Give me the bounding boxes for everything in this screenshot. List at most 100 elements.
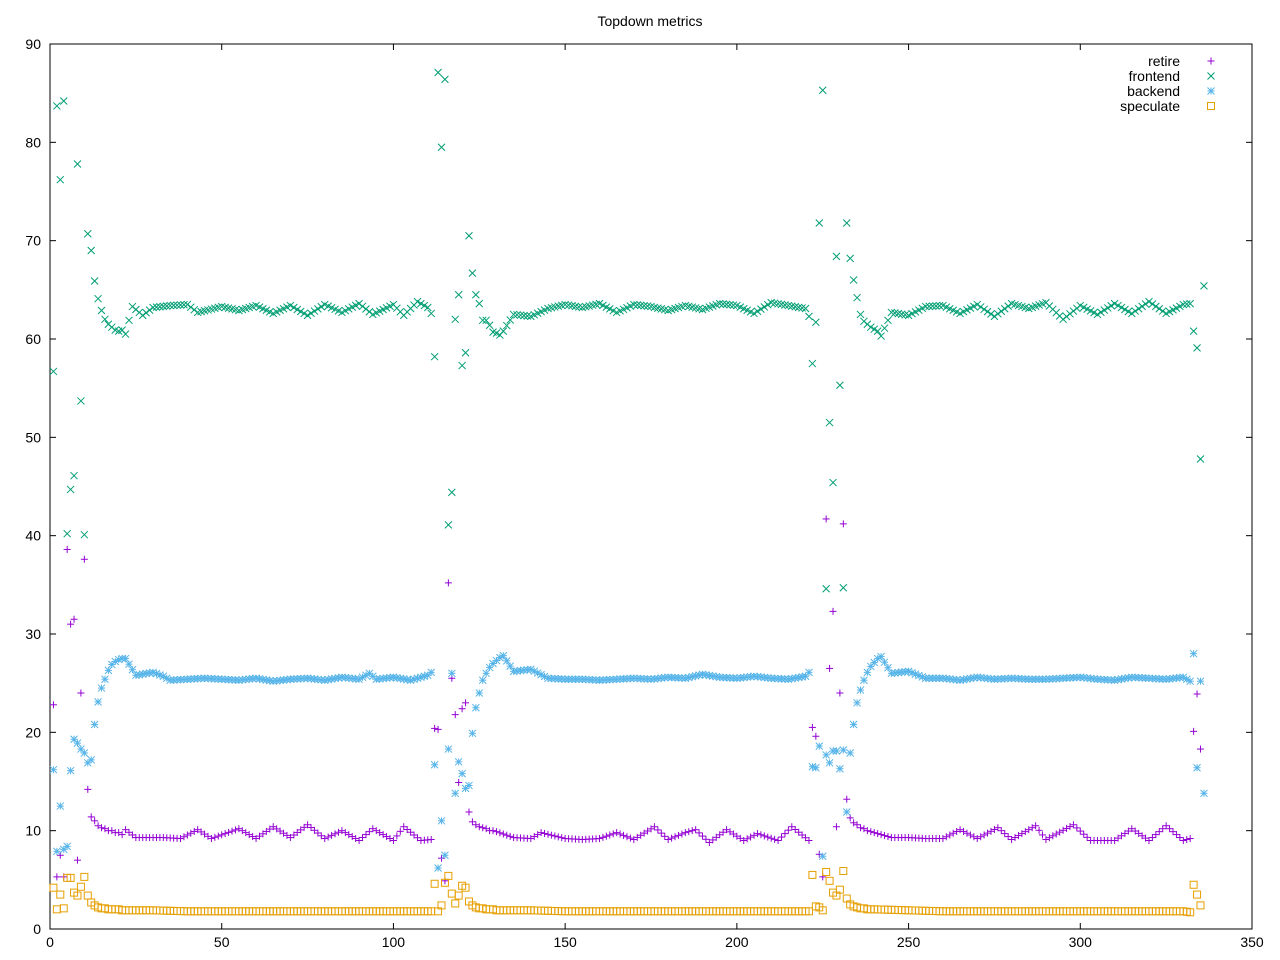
retire-point [606, 831, 614, 839]
backend-point [454, 757, 463, 766]
frontend-point [750, 309, 758, 318]
frontend-point [880, 324, 889, 333]
retire-point [228, 827, 236, 835]
frontend-point [77, 397, 85, 405]
frontend-point [441, 75, 449, 84]
frontend-point [849, 276, 858, 284]
frontend-point [853, 293, 861, 302]
retire-point [867, 828, 875, 836]
speculate-point [825, 876, 834, 885]
backend-point [434, 864, 442, 872]
backend-point [56, 802, 65, 810]
retire-point [207, 835, 215, 843]
backend-point [101, 675, 109, 684]
frontend-point [468, 269, 477, 277]
retire-point [214, 832, 222, 840]
frontend-point [846, 254, 855, 263]
frontend-point [362, 305, 370, 313]
backend-point [451, 789, 460, 798]
retire-point [650, 823, 658, 831]
frontend-point [516, 311, 525, 320]
frontend-point [190, 305, 199, 314]
frontend-point [1200, 282, 1208, 290]
retire-point [956, 826, 964, 834]
backend-point [856, 686, 865, 694]
retire-point [118, 831, 126, 839]
frontend-point [1093, 310, 1102, 319]
legend-marker-retire [1207, 57, 1215, 65]
speculate-point [454, 891, 463, 900]
speculate-point [66, 873, 75, 882]
x-tick-label: 250 [897, 934, 921, 950]
speculate-point [808, 870, 817, 879]
speculate-point [1196, 901, 1205, 910]
frontend-point [471, 290, 480, 299]
backend-point [805, 668, 813, 677]
retire-point [623, 833, 631, 841]
frontend-point [722, 300, 731, 309]
legend-marker-speculate [1207, 102, 1215, 110]
retire-point [393, 832, 401, 840]
retire-point [949, 829, 957, 837]
frontend-point [478, 316, 487, 325]
x-tick-label: 150 [553, 934, 577, 950]
frontend-point [822, 584, 831, 593]
frontend-point [973, 300, 982, 309]
retire-point [331, 830, 339, 838]
retire-point [939, 835, 947, 843]
retire-point [609, 830, 617, 838]
retire-point [832, 823, 840, 831]
legend-label-backend: backend [1127, 83, 1180, 99]
frontend-point [760, 303, 769, 311]
frontend-point [1189, 327, 1198, 335]
y-tick-label: 90 [25, 36, 41, 52]
frontend-point [719, 300, 727, 308]
retire-point [620, 831, 628, 839]
retire-point [1035, 826, 1043, 834]
frontend-point [180, 300, 188, 309]
retire-point [87, 813, 95, 821]
retire-point [740, 837, 748, 844]
frontend-point [1182, 300, 1191, 308]
frontend-point [53, 102, 61, 110]
y-tick-label: 80 [25, 134, 41, 150]
retire-point [881, 832, 889, 840]
backend-point [70, 735, 78, 744]
frontend-point [801, 304, 810, 313]
backend-point [482, 669, 491, 678]
frontend-point [818, 86, 827, 95]
retire-point [1039, 831, 1047, 839]
speculate-point [1189, 880, 1198, 889]
x-tick-label: 0 [46, 934, 54, 950]
backend-point [430, 760, 439, 769]
retire-point [462, 699, 470, 707]
retire-point [1032, 822, 1040, 830]
retire-point [595, 835, 603, 843]
retire-point [997, 827, 1005, 835]
frontend-point [73, 160, 82, 168]
frontend-point [365, 307, 374, 316]
speculate-point [822, 867, 831, 876]
retire-point [231, 826, 239, 834]
frontend-point [502, 321, 511, 330]
retire-point [458, 705, 466, 713]
frontend-point [884, 316, 892, 325]
legend-marker-backend [1207, 87, 1215, 95]
backend-point [66, 766, 75, 775]
retire-point [599, 833, 607, 841]
speculate-point [451, 899, 460, 908]
retire-point [1145, 837, 1153, 844]
retire-point [547, 831, 555, 839]
retire-point [863, 827, 871, 835]
data-points [49, 68, 1208, 917]
frontend-point [94, 294, 102, 303]
frontend-point [715, 299, 724, 308]
retire-point [678, 830, 686, 838]
frontend-point [753, 307, 762, 316]
frontend-point [1117, 303, 1126, 312]
retire-point [767, 834, 775, 842]
y-tick-label: 20 [25, 724, 41, 740]
retire-point [1073, 824, 1081, 832]
frontend-point [149, 303, 157, 312]
backend-point [849, 720, 858, 729]
